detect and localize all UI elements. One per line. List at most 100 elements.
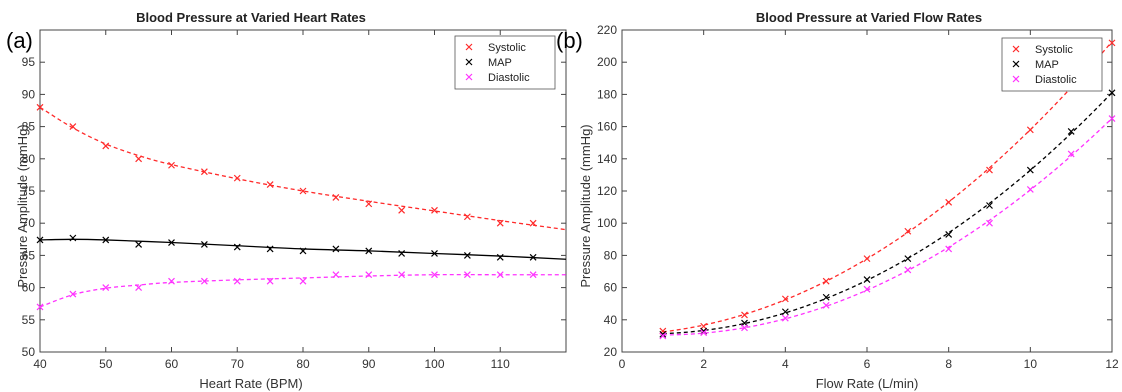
data-point-diastolic xyxy=(36,303,44,311)
data-point-systolic xyxy=(863,255,871,263)
data-point-diastolic xyxy=(135,284,143,292)
fit-line-map xyxy=(39,238,567,260)
data-point-diastolic xyxy=(431,271,438,279)
data-point-systolic xyxy=(36,103,44,111)
data-point-systolic xyxy=(945,198,953,206)
x-tick-label: 2 xyxy=(700,357,707,371)
data-point-map xyxy=(945,231,953,238)
data-point-systolic xyxy=(102,142,110,150)
data-point-diastolic xyxy=(200,277,208,285)
y-tick-label: 220 xyxy=(597,23,617,37)
data-point-map xyxy=(986,202,993,209)
data-point-systolic xyxy=(986,166,993,174)
chart-title-b: Blood Pressure at Varied Flow Rates xyxy=(756,10,982,25)
data-point-diastolic xyxy=(822,301,830,309)
data-point-systolic xyxy=(200,168,208,176)
x-tick-label: 90 xyxy=(362,357,376,371)
y-tick-label: 180 xyxy=(597,87,617,101)
fit-line-diastolic xyxy=(39,273,566,308)
x-tick-label: 0 xyxy=(619,357,626,371)
fit-line-systolic xyxy=(39,106,567,231)
x-tick-label: 70 xyxy=(231,357,245,371)
data-point-systolic xyxy=(69,123,77,131)
data-point-map xyxy=(168,239,175,246)
data-point-systolic xyxy=(1026,126,1034,134)
data-point-diastolic xyxy=(1067,150,1075,158)
data-point-systolic xyxy=(904,227,912,235)
panel-label-a: (a) xyxy=(6,28,33,53)
data-point-diastolic xyxy=(529,271,537,279)
y-tick-label: 80 xyxy=(22,152,36,166)
data-point-map xyxy=(135,241,143,248)
data-point-systolic xyxy=(463,213,471,221)
data-point-diastolic xyxy=(700,329,708,337)
data-point-diastolic xyxy=(904,266,912,274)
y-tick-label: 70 xyxy=(22,216,36,230)
y-tick-label: 90 xyxy=(22,87,36,101)
data-point-systolic xyxy=(135,155,143,163)
x-tick-label: 50 xyxy=(99,357,113,371)
y-tick-label: 75 xyxy=(22,184,36,198)
y-axis-label-a: Pressure Amplitude (mmHg) xyxy=(15,124,30,287)
data-point-systolic xyxy=(496,219,504,227)
data-point-diastolic xyxy=(332,271,340,279)
data-point-systolic xyxy=(266,181,274,188)
data-point-systolic xyxy=(741,311,748,319)
x-tick-label: 12 xyxy=(1105,357,1119,371)
x-axis-label-a: Heart Rate (BPM) xyxy=(199,376,302,391)
data-point-systolic xyxy=(299,187,307,195)
data-point-systolic xyxy=(168,161,175,169)
data-point-diastolic xyxy=(945,245,953,253)
y-tick-label: 60 xyxy=(22,281,36,295)
y-tick-label: 65 xyxy=(22,248,36,262)
data-point-map xyxy=(529,253,537,261)
y-tick-label: 80 xyxy=(604,248,618,262)
legend-label-map: MAP xyxy=(1035,59,1059,71)
data-point-diastolic xyxy=(266,277,274,285)
data-point-diastolic xyxy=(398,271,406,279)
data-point-diastolic xyxy=(496,271,504,279)
legend-marker-diastolic xyxy=(1012,75,1020,83)
y-tick-label: 20 xyxy=(604,345,618,359)
panel-label-b: (b) xyxy=(556,28,583,53)
legend-label-systolic: Systolic xyxy=(488,42,526,54)
x-axis-label-b: Flow Rate (L/min) xyxy=(816,376,919,391)
data-point-systolic xyxy=(233,174,241,182)
legend-label-diastolic: Diastolic xyxy=(1035,74,1077,86)
y-tick-label: 60 xyxy=(604,281,618,295)
data-point-systolic xyxy=(1108,39,1116,47)
chart-panel-b: (b) Blood Pressure at Varied Flow Rates … xyxy=(556,10,1119,391)
x-tick-label: 8 xyxy=(945,357,952,371)
data-point-map xyxy=(431,250,438,257)
data-point-diastolic xyxy=(863,285,871,293)
y-tick-label: 100 xyxy=(597,216,617,230)
data-point-diastolic xyxy=(463,271,471,279)
y-axis-label-b: Pressure Amplitude (mmHg) xyxy=(578,124,593,287)
data-point-map xyxy=(1108,89,1116,97)
x-tick-label: 6 xyxy=(864,357,871,371)
data-point-systolic xyxy=(431,206,438,214)
data-point-diastolic xyxy=(659,332,667,340)
y-tick-label: 50 xyxy=(22,345,36,359)
data-point-diastolic xyxy=(986,219,993,227)
y-tick-label: 55 xyxy=(22,313,36,327)
data-point-map xyxy=(69,234,77,242)
data-point-map xyxy=(299,247,307,255)
legend-marker-systolic xyxy=(465,43,473,51)
x-tick-label: 4 xyxy=(782,357,789,371)
fit-line-systolic xyxy=(662,41,1113,333)
data-point-systolic xyxy=(332,194,340,201)
legend-marker-map xyxy=(465,58,473,66)
data-point-map xyxy=(398,250,406,257)
x-tick-label: 40 xyxy=(33,357,47,371)
legend-marker-map xyxy=(1012,60,1020,68)
data-point-systolic xyxy=(822,277,830,285)
data-point-map xyxy=(904,255,912,263)
y-tick-label: 140 xyxy=(597,152,617,166)
data-point-map xyxy=(781,308,789,316)
y-tick-label: 85 xyxy=(22,120,36,134)
y-tick-label: 95 xyxy=(22,55,36,69)
chart-title-a: Blood Pressure at Varied Heart Rates xyxy=(136,10,366,25)
y-tick-label: 160 xyxy=(597,120,617,134)
data-point-map xyxy=(200,241,208,248)
